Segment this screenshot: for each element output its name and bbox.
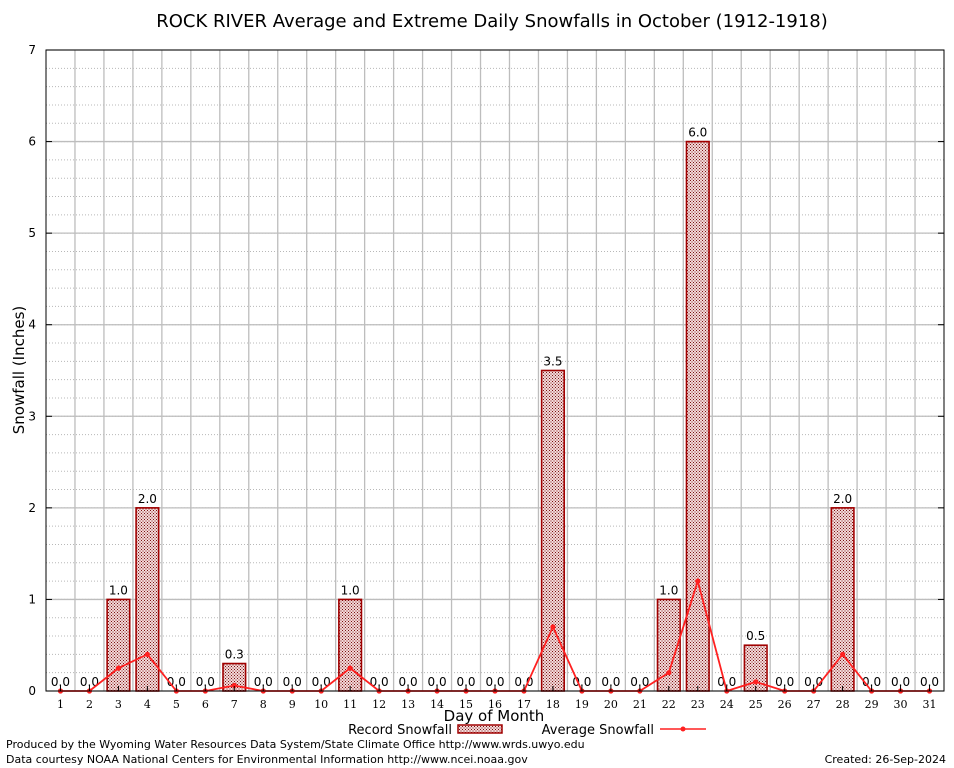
legend-label-record: Record Snowfall	[348, 723, 452, 738]
y-tick-label: 2	[28, 501, 36, 515]
x-tick-label: 28	[836, 698, 850, 711]
average-point	[840, 651, 846, 657]
legend: Record Snowfall Average Snowfall	[348, 723, 706, 738]
bar-value-label: 0.0	[196, 675, 215, 689]
x-tick-label: 19	[575, 698, 589, 711]
y-tick-label: 7	[28, 43, 36, 57]
x-tick-label: 24	[720, 698, 734, 711]
average-point	[144, 651, 150, 657]
bar-value-label: 0.0	[485, 675, 504, 689]
x-tick-label: 6	[202, 698, 209, 711]
bar-value-label: 3.5	[543, 355, 562, 369]
y-tick-label: 4	[28, 318, 36, 332]
x-tick-label: 22	[662, 698, 676, 711]
bar-value-label: 0.0	[399, 675, 418, 689]
x-tick-label: 31	[923, 698, 937, 711]
y-tick-label: 6	[28, 135, 36, 149]
y-axis-label: Snowfall (Inches)	[10, 306, 28, 434]
x-tick-label: 8	[260, 698, 267, 711]
x-tick-label: 10	[314, 698, 328, 711]
bar-value-label: 0.0	[891, 675, 910, 689]
average-point	[666, 670, 672, 676]
legend-swatch-record	[457, 724, 503, 734]
bar-value-label: 6.0	[688, 126, 707, 140]
legend-label-average: Average Snowfall	[542, 723, 654, 738]
average-point	[753, 679, 759, 685]
x-tick-label: 17	[517, 698, 531, 711]
bar-value-label: 0.0	[283, 675, 302, 689]
x-tick-label: 25	[749, 698, 763, 711]
bar-value-label: 0.0	[428, 675, 447, 689]
legend-marker-average	[680, 726, 686, 732]
x-tick-label: 4	[144, 698, 151, 711]
x-tick-label: 16	[488, 698, 502, 711]
x-tick-label: 14	[430, 698, 444, 711]
plot-frame	[45, 49, 945, 692]
x-tick-label: 1	[57, 698, 64, 711]
x-tick-label: 30	[894, 698, 908, 711]
chart-title: ROCK RIVER Average and Extreme Daily Sno…	[156, 11, 828, 32]
bar-value-label: 0.0	[312, 675, 331, 689]
bar-value-label: 0.0	[51, 675, 70, 689]
bar-value-label: 0.0	[80, 675, 99, 689]
credit-line-1: Produced by the Wyoming Water Resources …	[6, 738, 585, 751]
x-tick-label: 27	[807, 698, 821, 711]
average-point	[115, 665, 122, 671]
bar-value-label: 0.5	[746, 629, 765, 643]
x-tick-label: 12	[372, 698, 386, 711]
y-tick-label: 5	[28, 226, 36, 240]
bar-value-label: 0.0	[254, 675, 273, 689]
bar-value-label: 0.0	[601, 675, 620, 689]
x-tick-label: 7	[231, 698, 238, 711]
bar-value-label: 0.0	[456, 675, 475, 689]
bar-value-label: 0.3	[225, 648, 244, 662]
x-tick-label: 29	[865, 698, 879, 711]
bar-value-label: 2.0	[833, 492, 852, 506]
x-tick-label: 21	[633, 698, 647, 711]
x-tick-label: 26	[778, 698, 792, 711]
grid	[46, 49, 944, 692]
x-tick-label: 5	[173, 698, 180, 711]
bar-value-label: 0.0	[717, 675, 736, 689]
bar-value-label: 2.0	[138, 492, 157, 506]
x-tick-label: 15	[459, 698, 473, 711]
average-point	[347, 665, 353, 671]
bar-value-label: 0.0	[370, 675, 389, 689]
x-tick-label: 18	[546, 698, 560, 711]
x-tick-label: 23	[691, 698, 705, 711]
x-tick-label: 9	[289, 698, 296, 711]
bar-value-label: 0.0	[630, 675, 649, 689]
created-date: Created: 26-Sep-2024	[825, 753, 946, 766]
bar-value-label: 1.0	[109, 583, 128, 597]
record-bar	[106, 598, 131, 692]
average-point	[550, 624, 556, 630]
x-tick-label: 2	[86, 698, 93, 711]
x-tick-label: 11	[343, 698, 357, 711]
x-tick-label: 3	[115, 698, 122, 711]
average-point	[695, 578, 701, 584]
y-tick-label: 1	[28, 592, 36, 606]
credit-line-2: Data courtesy NOAA National Centers for …	[6, 753, 528, 766]
average-point	[231, 682, 237, 689]
x-tick-label: 20	[604, 698, 618, 711]
bar-value-label: 1.0	[659, 583, 678, 597]
record-bar	[338, 598, 363, 692]
x-axis-label: Day of Month	[444, 707, 545, 725]
record-bars: 0.0 0.0 1.0 2.0 0.0 0.0 0.3 0.0 0.0 0.0 1.0 0.0 0.0 0…	[51, 126, 939, 692]
y-tick-label: 3	[28, 409, 36, 423]
y-tick-label: 0	[28, 684, 36, 698]
bar-value-label: 0.0	[920, 675, 939, 689]
bar-value-label: 0.0	[775, 675, 794, 689]
bar-value-label: 1.0	[341, 583, 360, 597]
x-tick-label: 13	[401, 698, 415, 711]
